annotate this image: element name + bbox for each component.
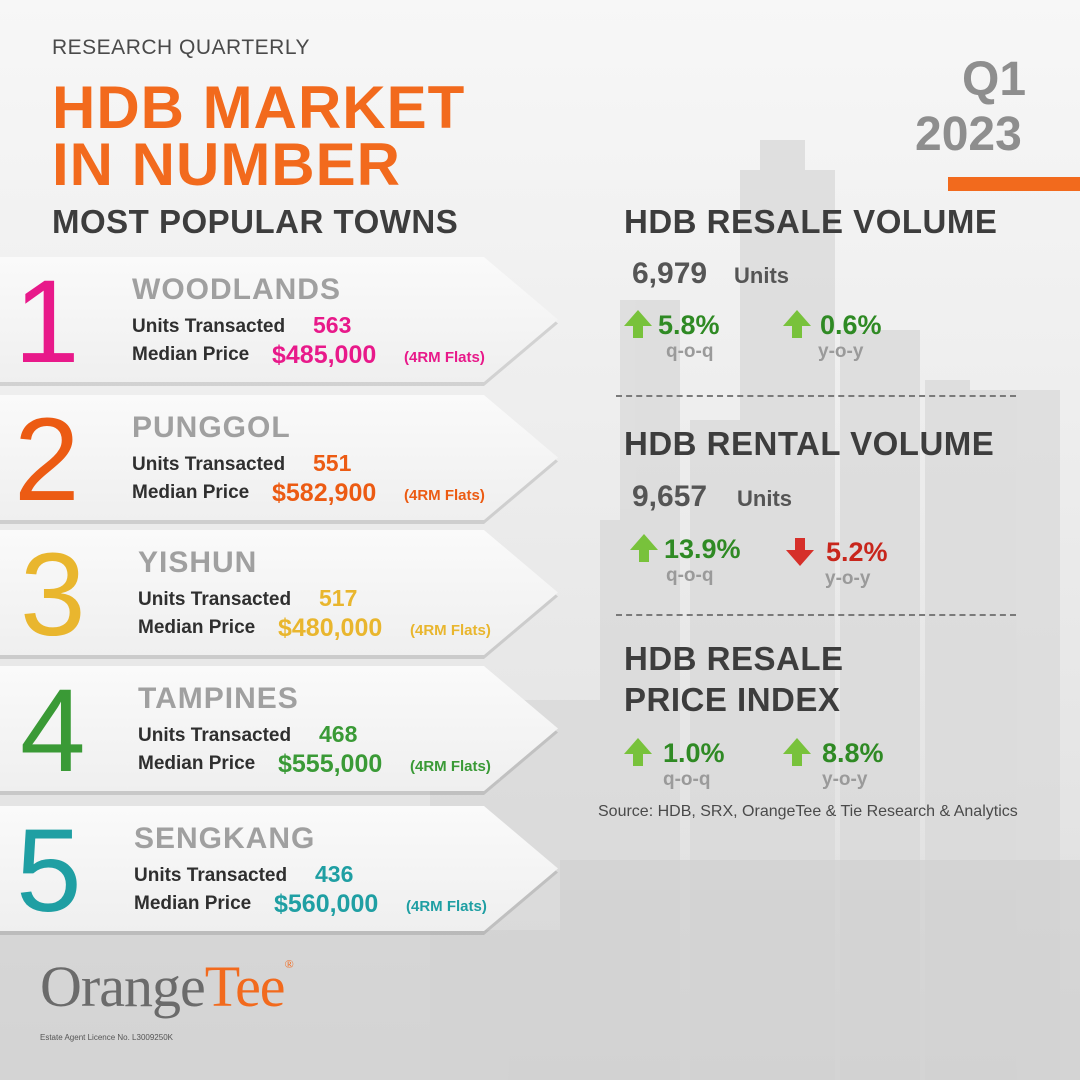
resale-volume-value: 6,979	[632, 257, 708, 290]
units-transacted-value: 517	[319, 585, 358, 611]
units-transacted-value: 551	[313, 450, 352, 476]
price-index-heading-line-2: PRICE INDEX	[624, 681, 841, 718]
median-price-label: Median Price	[132, 344, 250, 365]
kicker-text: RESEARCH QUARTERLY	[52, 36, 310, 59]
town-card-arrow-panel	[0, 395, 558, 520]
rental-qoq-up-arrow-icon	[628, 532, 660, 569]
index-yoy-up-arrow-icon	[781, 736, 813, 773]
flat-type-note: (4RM Flats)	[406, 898, 487, 915]
rental-qoq-label: q-o-q	[666, 565, 714, 586]
flat-type-note: (4RM Flats)	[404, 487, 485, 504]
orangetee-logo: OrangeTee®	[40, 957, 294, 1016]
town-card-arrow-panel	[0, 666, 558, 791]
town-card-arrow-panel	[0, 806, 558, 931]
town-rank-number: 4	[20, 665, 86, 797]
price-index-heading-line-1: HDB RESALE	[624, 640, 844, 677]
rental-yoy-down-arrow-icon	[784, 536, 816, 573]
resale-qoq-up-arrow-icon	[622, 308, 654, 345]
flat-type-note: (4RM Flats)	[410, 758, 491, 775]
rental-yoy-value: 5.2%	[826, 537, 888, 567]
flat-type-note: (4RM Flats)	[410, 622, 491, 639]
units-transacted-label: Units Transacted	[138, 725, 292, 746]
median-price-value: $480,000	[278, 614, 383, 642]
units-transacted-value: 468	[319, 721, 358, 747]
median-price-label: Median Price	[138, 617, 256, 638]
median-price-value: $582,900	[272, 479, 377, 507]
town-rank-number: 1	[14, 256, 80, 388]
logo-tee-text: Tee	[204, 954, 286, 1019]
accent-bar	[948, 177, 1080, 191]
median-price-value: $555,000	[278, 750, 383, 778]
town-card-arrow-panel	[0, 530, 558, 655]
median-price-label: Median Price	[138, 753, 256, 774]
town-rank-number: 5	[16, 805, 82, 937]
licence-text: Estate Agent Licence No. L3009250K	[40, 1033, 173, 1042]
rental-volume-value: 9,657	[632, 480, 708, 513]
rental-volume-unit: Units	[737, 486, 792, 511]
flat-type-note: (4RM Flats)	[404, 349, 485, 366]
units-transacted-label: Units Transacted	[132, 454, 286, 475]
quarter-label: Q1	[962, 53, 1027, 106]
popular-towns-heading: MOST POPULAR TOWNS	[52, 203, 459, 240]
index-yoy-label: y-o-y	[822, 769, 868, 790]
resale-qoq-value: 5.8%	[658, 310, 720, 340]
town-name: SENGKANG	[134, 822, 316, 855]
units-transacted-label: Units Transacted	[134, 865, 288, 886]
divider	[616, 614, 1016, 616]
title-line-2: IN NUMBER	[52, 131, 401, 198]
units-transacted-value: 436	[315, 861, 354, 887]
rental-yoy-label: y-o-y	[825, 568, 871, 589]
rental-qoq-value: 13.9%	[664, 534, 741, 564]
rental-volume-heading: HDB RENTAL VOLUME	[624, 425, 995, 462]
town-name: WOODLANDS	[132, 273, 341, 306]
median-price-label: Median Price	[134, 893, 252, 914]
town-name: PUNGGOL	[132, 411, 291, 444]
resale-qoq-label: q-o-q	[666, 341, 714, 362]
source-note: Source: HDB, SRX, OrangeTee & Tie Resear…	[598, 803, 1018, 820]
resale-yoy-value: 0.6%	[820, 310, 882, 340]
resale-yoy-label: y-o-y	[818, 341, 864, 362]
resale-volume-heading: HDB RESALE VOLUME	[624, 203, 998, 240]
title-line-1: HDB MARKET	[52, 74, 466, 141]
resale-yoy-up-arrow-icon	[781, 308, 813, 345]
median-price-value: $560,000	[274, 890, 379, 918]
town-name: TAMPINES	[138, 682, 299, 715]
units-transacted-label: Units Transacted	[132, 316, 286, 337]
town-name: YISHUN	[138, 546, 258, 579]
logo-orange-text: Orange	[40, 954, 206, 1019]
median-price-value: $485,000	[272, 341, 377, 369]
year-label: 2023	[915, 108, 1022, 161]
index-qoq-up-arrow-icon	[622, 736, 654, 773]
index-yoy-value: 8.8%	[822, 738, 884, 768]
divider	[616, 395, 1016, 397]
resale-volume-unit: Units	[734, 263, 789, 288]
town-card-arrow-panel	[0, 257, 558, 382]
median-price-label: Median Price	[132, 482, 250, 503]
index-qoq-label: q-o-q	[663, 769, 711, 790]
index-qoq-value: 1.0%	[663, 738, 725, 768]
registered-mark: ®	[284, 957, 294, 971]
units-transacted-value: 563	[313, 312, 352, 338]
town-rank-number: 3	[20, 529, 86, 661]
town-rank-number: 2	[14, 394, 80, 526]
units-transacted-label: Units Transacted	[138, 589, 292, 610]
